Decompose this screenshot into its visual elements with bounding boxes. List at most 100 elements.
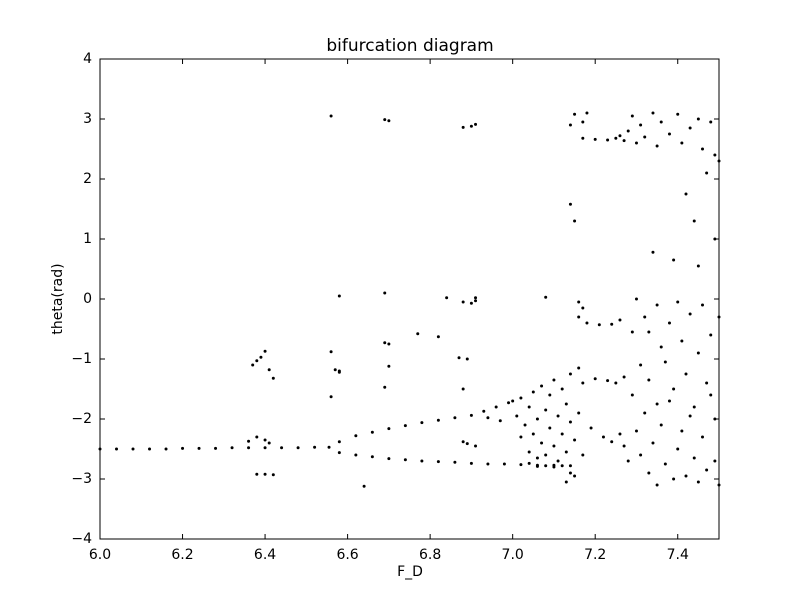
point (527, 461, 531, 465)
point (717, 483, 721, 487)
point (469, 413, 473, 417)
point (337, 294, 341, 298)
point (387, 119, 391, 123)
point (457, 356, 461, 360)
point (387, 342, 391, 346)
point (647, 330, 651, 334)
point (482, 409, 486, 413)
point (230, 446, 234, 450)
point (573, 219, 577, 223)
point (337, 451, 341, 455)
point (700, 147, 704, 151)
point (614, 136, 618, 140)
point (667, 132, 671, 136)
point (535, 417, 539, 421)
y-tick-label: −2 (71, 411, 92, 427)
point (387, 457, 391, 461)
point (271, 376, 275, 380)
point (626, 129, 630, 133)
point (131, 447, 135, 451)
point (383, 291, 387, 295)
point (214, 446, 218, 450)
point (659, 345, 663, 349)
point (655, 402, 659, 406)
point (519, 435, 523, 439)
point (639, 363, 643, 367)
point (564, 480, 568, 484)
point (639, 123, 643, 127)
point (461, 440, 465, 444)
y-tick-label: 4 (83, 51, 92, 67)
point (453, 416, 457, 420)
point (684, 192, 688, 196)
point (568, 372, 572, 376)
x-tick-label: 7.0 (502, 547, 524, 563)
point (622, 444, 626, 448)
point (255, 359, 259, 363)
point (663, 462, 667, 466)
point (486, 462, 490, 466)
point (700, 435, 704, 439)
point (544, 464, 548, 468)
y-axis-label: theta(rad) (50, 263, 66, 334)
point (416, 332, 420, 336)
point (527, 450, 531, 454)
point (251, 363, 255, 367)
point (577, 411, 581, 415)
point (329, 350, 333, 354)
point (502, 462, 506, 466)
point (634, 297, 638, 301)
point (474, 122, 478, 126)
point (420, 459, 424, 463)
point (692, 456, 696, 460)
point (684, 372, 688, 376)
point (259, 355, 263, 359)
point (651, 441, 655, 445)
point (181, 446, 185, 450)
point (630, 114, 634, 118)
point (680, 339, 684, 343)
x-tick-label: 6.8 (419, 547, 441, 563)
x-tick-label: 6.6 (336, 547, 358, 563)
point (717, 315, 721, 319)
point (593, 137, 597, 141)
point (461, 125, 465, 129)
y-tick-label: 3 (83, 111, 92, 127)
point (327, 445, 331, 449)
point (606, 138, 610, 142)
point (267, 441, 271, 445)
point (585, 111, 589, 115)
point (255, 435, 259, 439)
point (531, 390, 535, 394)
point (527, 405, 531, 409)
point (535, 456, 539, 460)
point (577, 366, 581, 370)
point (696, 264, 700, 268)
point (337, 370, 341, 374)
point (98, 447, 102, 451)
point (577, 300, 581, 304)
point (469, 124, 473, 128)
point (515, 414, 519, 418)
point (354, 453, 358, 457)
point (164, 447, 168, 451)
point (564, 450, 568, 454)
point (667, 399, 671, 403)
point (618, 432, 622, 436)
point (519, 463, 523, 467)
point (197, 446, 201, 450)
point (593, 377, 597, 381)
point (507, 401, 511, 405)
point (436, 418, 440, 422)
point (568, 202, 572, 206)
point (486, 416, 490, 420)
point (610, 440, 614, 444)
point (329, 395, 333, 399)
point (705, 171, 709, 175)
point (618, 134, 622, 138)
x-tick-label: 6.2 (171, 547, 193, 563)
point (519, 396, 523, 400)
point (465, 442, 469, 446)
